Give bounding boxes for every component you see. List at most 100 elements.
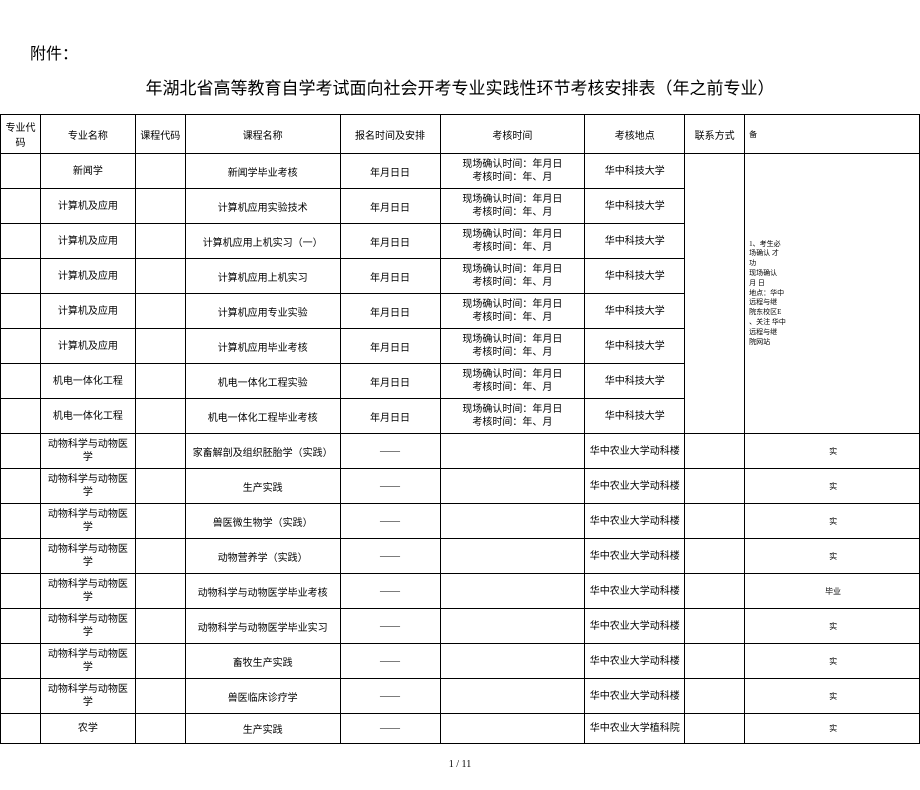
cell-exam-loc: 华中科技大学	[585, 154, 685, 189]
cell-course-name: 新闻学毕业考核	[185, 154, 340, 189]
schedule-table: 专业代码 专业名称 课程代码 课程名称 报名时间及安排 考核时间 考核地点 联系…	[0, 114, 920, 744]
cell-major-name: 农学	[40, 714, 135, 744]
cell-course-code	[135, 539, 185, 574]
cell-exam-time	[440, 539, 585, 574]
cell-course-name: 生产实践	[185, 469, 340, 504]
cell-exam-time: 现场确认时间：年月日考核时间：年、月	[440, 154, 585, 189]
cell-major-code	[1, 644, 41, 679]
header-reg-time: 报名时间及安排	[340, 115, 440, 154]
cell-course-name: 机电一体化工程实验	[185, 364, 340, 399]
cell-contact	[685, 679, 745, 714]
cell-major-code	[1, 679, 41, 714]
cell-remark: 实	[745, 434, 920, 469]
table-row: 动物科学与动物医学兽医微生物学（实践）——华中农业大学动科楼实	[1, 504, 920, 539]
cell-exam-time: 现场确认时间：年月日考核时间：年、月	[440, 364, 585, 399]
table-row: 动物科学与动物医学家畜解剖及组织胚胎学（实践）——华中农业大学动科楼实	[1, 434, 920, 469]
cell-contact	[685, 574, 745, 609]
cell-exam-time	[440, 574, 585, 609]
cell-major-name: 计算机及应用	[40, 329, 135, 364]
table-row: 动物科学与动物医学动物科学与动物医学毕业实习——华中农业大学动科楼实	[1, 609, 920, 644]
cell-course-name: 动物营养学（实践）	[185, 539, 340, 574]
cell-exam-loc: 华中科技大学	[585, 364, 685, 399]
cell-exam-time	[440, 679, 585, 714]
cell-exam-time	[440, 714, 585, 744]
cell-course-code	[135, 329, 185, 364]
cell-course-name: 机电一体化工程毕业考核	[185, 399, 340, 434]
cell-remark: 毕业	[745, 574, 920, 609]
cell-reg-time: 年月日日	[340, 224, 440, 259]
cell-exam-loc: 华中农业大学动科楼	[585, 434, 685, 469]
cell-course-code	[135, 259, 185, 294]
cell-remark: 实	[745, 539, 920, 574]
cell-course-code	[135, 224, 185, 259]
cell-major-name: 动物科学与动物医学	[40, 539, 135, 574]
cell-course-code	[135, 154, 185, 189]
cell-course-code	[135, 399, 185, 434]
cell-major-name: 机电一体化工程	[40, 399, 135, 434]
attachment-label: 附件：	[30, 40, 920, 64]
cell-remark-merged: 1、考生必 场确认 才 功 现场确认 月 日 地点：华中 远程与继 院东校区E …	[745, 154, 920, 434]
cell-course-code	[135, 574, 185, 609]
cell-course-name: 计算机应用实验技术	[185, 189, 340, 224]
cell-major-name: 动物科学与动物医学	[40, 434, 135, 469]
cell-course-code	[135, 469, 185, 504]
table-row: 动物科学与动物医学兽医临床诊疗学——华中农业大学动科楼实	[1, 679, 920, 714]
cell-exam-loc: 华中科技大学	[585, 329, 685, 364]
cell-reg-time: 年月日日	[340, 259, 440, 294]
cell-exam-time: 现场确认时间：年月日考核时间：年、月	[440, 259, 585, 294]
cell-contact	[685, 154, 745, 434]
table-row: 动物科学与动物医学畜牧生产实践——华中农业大学动科楼实	[1, 644, 920, 679]
cell-course-name: 动物科学与动物医学毕业实习	[185, 609, 340, 644]
cell-major-code	[1, 364, 41, 399]
cell-course-name: 计算机应用专业实验	[185, 294, 340, 329]
cell-course-name: 计算机应用上机实习	[185, 259, 340, 294]
cell-exam-loc: 华中农业大学动科楼	[585, 644, 685, 679]
cell-course-name: 家畜解剖及组织胚胎学（实践）	[185, 434, 340, 469]
cell-exam-time	[440, 609, 585, 644]
table-row: 动物科学与动物医学动物营养学（实践）——华中农业大学动科楼实	[1, 539, 920, 574]
cell-contact	[685, 644, 745, 679]
cell-major-code	[1, 224, 41, 259]
cell-major-code	[1, 434, 41, 469]
cell-exam-loc: 华中农业大学动科楼	[585, 679, 685, 714]
cell-major-code	[1, 539, 41, 574]
cell-major-name: 动物科学与动物医学	[40, 679, 135, 714]
cell-reg-time: 年月日日	[340, 329, 440, 364]
cell-course-code	[135, 189, 185, 224]
cell-exam-loc: 华中科技大学	[585, 399, 685, 434]
header-major-code: 专业代码	[1, 115, 41, 154]
table-header-row: 专业代码 专业名称 课程代码 课程名称 报名时间及安排 考核时间 考核地点 联系…	[1, 115, 920, 154]
cell-major-code	[1, 329, 41, 364]
cell-major-name: 动物科学与动物医学	[40, 574, 135, 609]
cell-major-name: 机电一体化工程	[40, 364, 135, 399]
cell-exam-time: 现场确认时间：年月日考核时间：年、月	[440, 224, 585, 259]
cell-reg-time: 年月日日	[340, 189, 440, 224]
cell-course-name: 畜牧生产实践	[185, 644, 340, 679]
cell-exam-time	[440, 504, 585, 539]
cell-exam-time	[440, 434, 585, 469]
cell-major-name: 动物科学与动物医学	[40, 644, 135, 679]
cell-reg-time: 年月日日	[340, 399, 440, 434]
cell-course-name: 兽医微生物学（实践）	[185, 504, 340, 539]
cell-remark: 实	[745, 504, 920, 539]
cell-reg-time: 年月日日	[340, 154, 440, 189]
cell-exam-loc: 华中农业大学动科楼	[585, 574, 685, 609]
cell-major-code	[1, 294, 41, 329]
cell-exam-time: 现场确认时间：年月日考核时间：年、月	[440, 294, 585, 329]
cell-major-code	[1, 259, 41, 294]
cell-course-code	[135, 434, 185, 469]
header-remark: 备	[745, 115, 920, 154]
cell-reg-time: ——	[340, 609, 440, 644]
cell-major-name: 动物科学与动物医学	[40, 504, 135, 539]
cell-major-code	[1, 154, 41, 189]
cell-major-name: 计算机及应用	[40, 189, 135, 224]
header-course-code: 课程代码	[135, 115, 185, 154]
cell-course-code	[135, 644, 185, 679]
cell-major-code	[1, 469, 41, 504]
cell-exam-loc: 华中科技大学	[585, 294, 685, 329]
cell-major-code	[1, 714, 41, 744]
cell-course-code	[135, 609, 185, 644]
cell-exam-loc: 华中科技大学	[585, 259, 685, 294]
cell-exam-time: 现场确认时间：年月日考核时间：年、月	[440, 399, 585, 434]
header-contact: 联系方式	[685, 115, 745, 154]
